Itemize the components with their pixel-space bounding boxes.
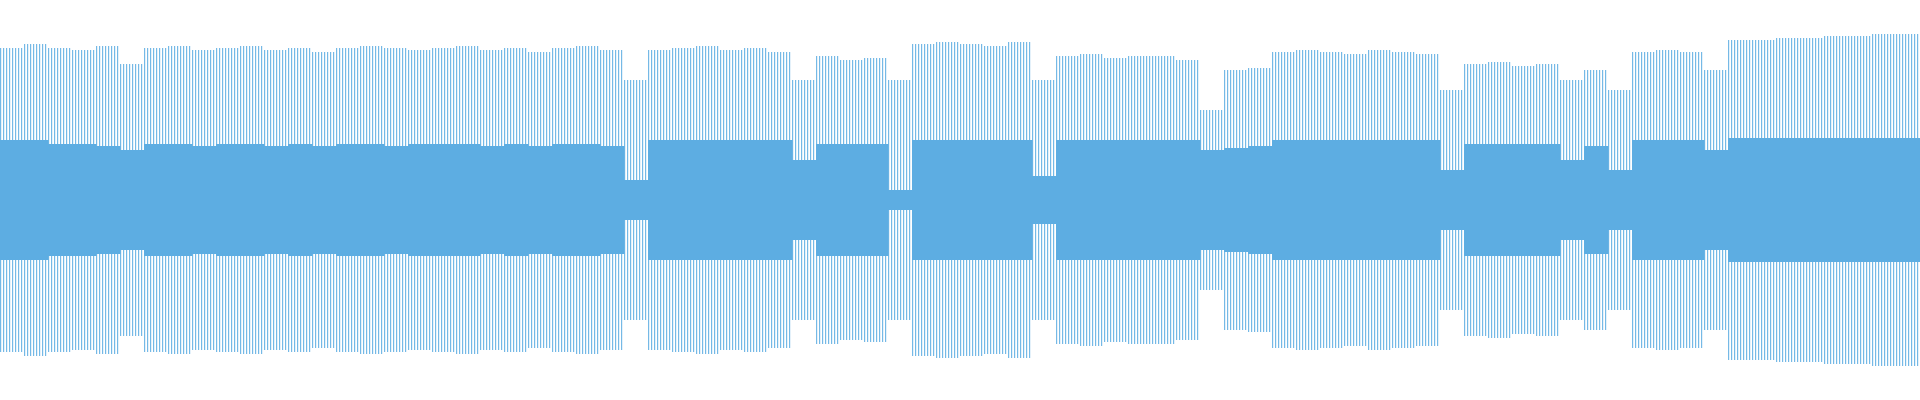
wave-core [456,144,481,256]
wave-core [720,140,745,260]
wave-core [216,144,241,256]
wave-core [1128,140,1153,260]
wave-core [1296,140,1321,260]
wave-core [984,140,1009,260]
wave-core [504,144,529,256]
wave-core [864,144,889,256]
wave-core [1056,140,1081,260]
wave-core [1416,140,1441,260]
wave-core [792,160,817,240]
wave-core [144,144,169,256]
wave-core [1224,148,1249,252]
wave-core [840,144,865,256]
wave-core [1080,140,1105,260]
wave-core [432,144,457,256]
wave-core [360,144,385,256]
wave-core [1368,140,1393,260]
wave-core [384,146,409,254]
wave-core [1104,140,1129,260]
wave-core [1392,140,1417,260]
wave-core [192,146,217,254]
wave-core [480,146,505,254]
wave-core [600,146,625,254]
wave-core [408,144,433,256]
wave-core [696,140,721,260]
wave-core [552,144,577,256]
wave-core [1680,140,1705,260]
wave-core [48,144,73,256]
wave-core [288,144,313,256]
wave-core [1152,140,1177,260]
wave-core [168,144,193,256]
wave-core [1704,150,1729,250]
wave-core [1560,160,1585,240]
wave-core [264,146,289,254]
wave-core [816,144,841,256]
wave-core [624,180,649,220]
wave-core [576,144,601,256]
wave-core [1248,146,1273,254]
wave-core [1200,150,1225,250]
wave-core [936,140,961,260]
wave-core [960,140,985,260]
wave-core [1320,140,1345,260]
wave-core [1464,144,1489,256]
wave-core [1272,140,1297,260]
wave-core [72,144,97,256]
wave-core [0,140,25,260]
wave-core [1776,138,1801,262]
wave-core [1896,138,1920,262]
wave-core [1536,144,1561,256]
wave-core [888,190,913,210]
wave-core [768,140,793,260]
wave-core [336,144,361,256]
wave-core [1440,170,1465,230]
waveform [0,34,1920,366]
wave-core [672,140,697,260]
wave-core [1584,146,1609,254]
wave-core [1608,170,1633,230]
wave-core [240,144,265,256]
wave-core [1848,138,1873,262]
wave-core [648,140,673,260]
wave-core [1800,138,1825,262]
wave-core [912,140,937,260]
wave-core [1488,144,1513,256]
wave-core [1176,140,1201,260]
wave-core [1632,140,1657,260]
wave-core [1656,140,1681,260]
wave-core [24,140,49,260]
wave-core [1752,138,1777,262]
wave-core [96,146,121,254]
wave-core [1344,140,1369,260]
wave-core [312,146,337,254]
wave-core [1728,138,1753,262]
wave-core [528,146,553,254]
wave-core [1872,138,1897,262]
wave-core [1032,176,1057,224]
wave-core [1824,138,1849,262]
wave-core [1512,144,1537,256]
wave-core [744,140,769,260]
wave-core [120,150,145,250]
wave-core [1008,140,1033,260]
